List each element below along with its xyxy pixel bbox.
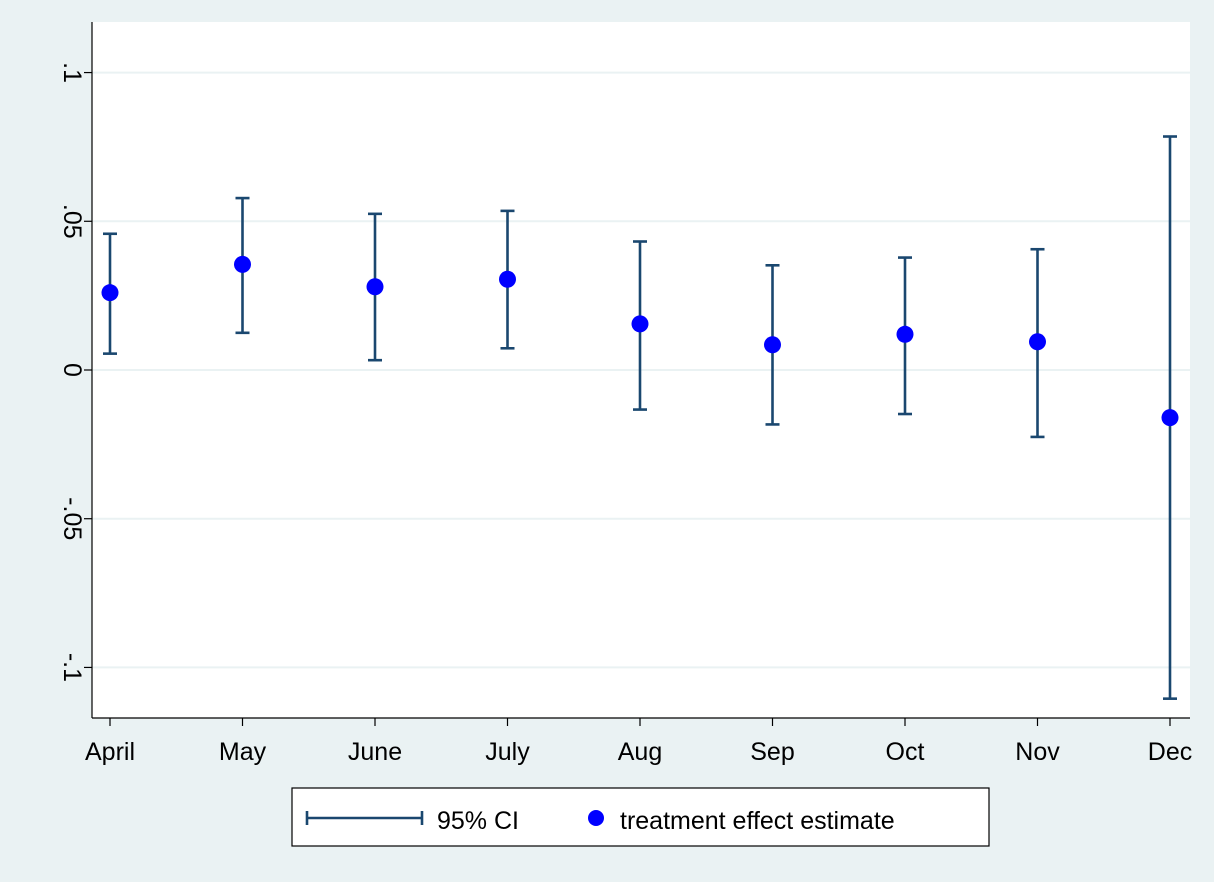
point-estimate [101, 284, 119, 302]
x-tick-label: June [348, 738, 402, 766]
legend-point-label: treatment effect estimate [620, 807, 895, 835]
x-tick-label: Oct [886, 738, 925, 766]
x-tick-label: Sep [750, 738, 794, 766]
legend-point-symbol [588, 810, 604, 826]
y-tick-label: -.1 [58, 653, 86, 682]
y-tick-label: .1 [58, 62, 86, 83]
x-tick-label: Aug [618, 738, 662, 766]
x-tick-label: May [219, 738, 267, 766]
point-estimate [896, 325, 914, 343]
point-estimate [1161, 409, 1179, 427]
x-tick-label: Nov [1015, 738, 1060, 766]
axes: -.1 -.05 0 .05 .1 April May June July Aug Sep Oct No… [58, 22, 1192, 766]
legend-ci-symbol [305, 811, 424, 825]
point-estimate [366, 278, 384, 296]
data-marks [101, 135, 1179, 700]
y-tick-label: 0 [58, 363, 86, 377]
x-tick-label: July [485, 738, 530, 766]
legend: 95% CI treatment effect estimate [291, 787, 990, 847]
point-estimate [499, 270, 516, 288]
point-estimate [764, 336, 781, 354]
point-estimate [234, 255, 251, 273]
y-tick-label: .05 [58, 204, 86, 239]
x-tick-label: Dec [1148, 738, 1192, 766]
point-estimate [1029, 333, 1046, 351]
point-estimate [631, 315, 649, 333]
x-tick-label: April [85, 738, 135, 766]
legend-ci-label: 95% CI [437, 807, 519, 835]
y-tick-label: -.05 [58, 497, 86, 540]
